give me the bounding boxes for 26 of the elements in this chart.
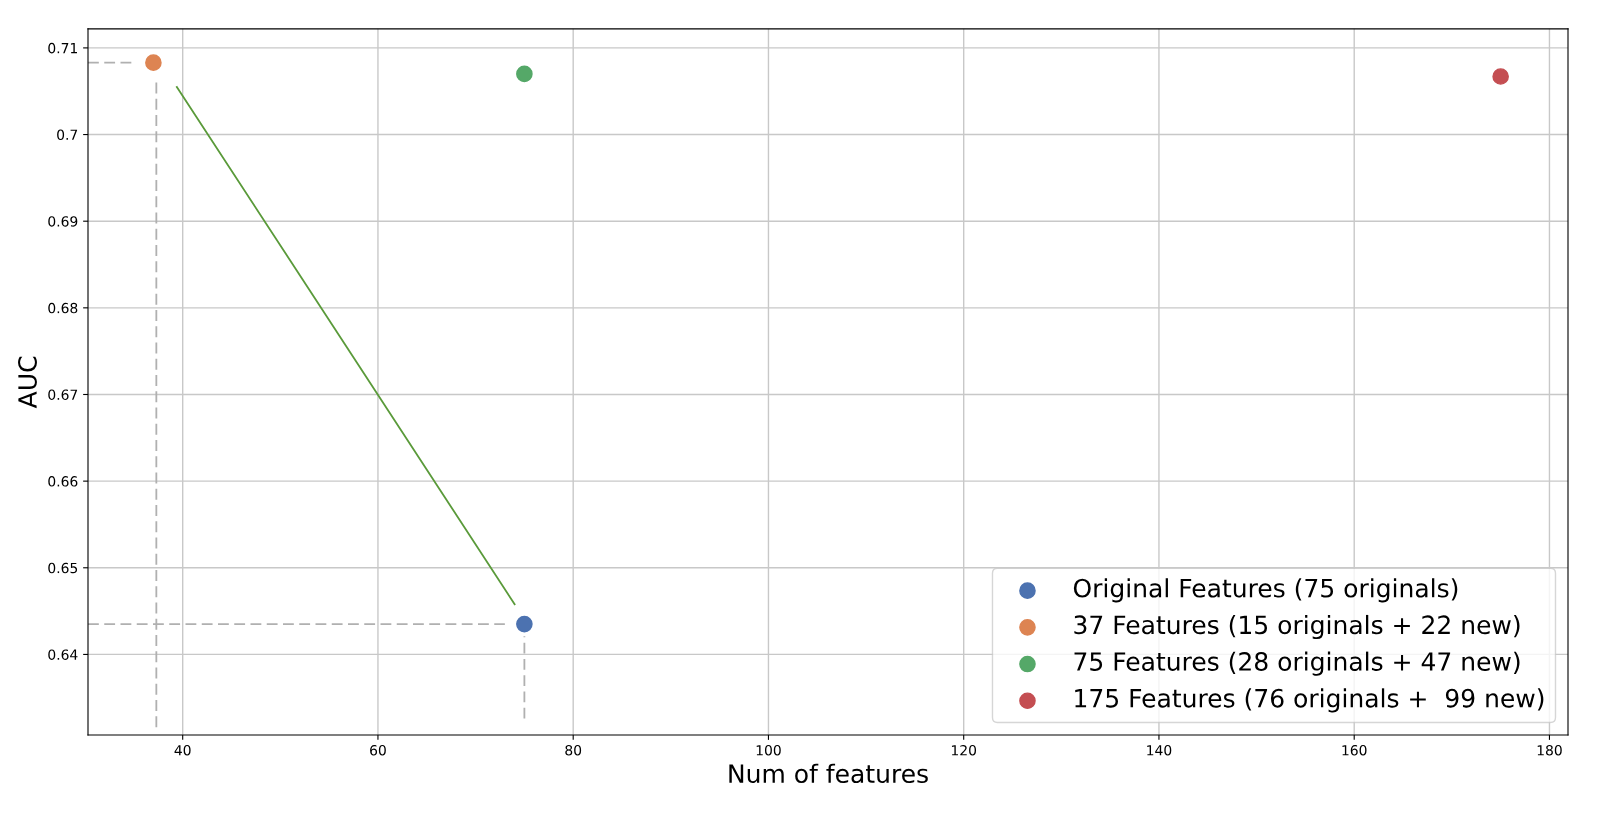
x-tick-label: 160 xyxy=(1342,744,1367,756)
x-tick-label: 40 xyxy=(174,744,191,756)
x-tick-label: 100 xyxy=(756,744,781,756)
point xyxy=(1492,68,1509,85)
legend-label: 75 Features (28 originals + 47 new) xyxy=(1074,651,1520,676)
y-tick-label: 0.64 xyxy=(48,649,78,660)
y-tick-label: 0.7 xyxy=(57,129,78,141)
x-tick-label: 180 xyxy=(1537,744,1562,756)
x-tick-label: 60 xyxy=(370,744,386,756)
x-tick-label: 120 xyxy=(951,744,977,756)
x-tick-label: 80 xyxy=(565,744,582,756)
y-tick-label: 0.71 xyxy=(48,42,77,54)
y-tick-label: 0.66 xyxy=(48,476,78,487)
y-tick-label: 0.68 xyxy=(48,302,78,314)
legend-label: 37 Features (15 originals + 22 new) xyxy=(1074,614,1520,640)
y-tick-label: 0.67 xyxy=(48,389,78,400)
x-tick-label: 140 xyxy=(1147,744,1172,756)
x-axis-title: Num of features xyxy=(729,763,928,784)
legend-label: 175 Features (76 originals + 99 new) xyxy=(1075,688,1544,713)
y-tick-label: 0.65 xyxy=(48,562,78,574)
point xyxy=(516,65,533,83)
point xyxy=(145,54,162,71)
point xyxy=(516,615,533,633)
y-tick-label: 0.69 xyxy=(48,216,78,227)
y-axis-title: AUC xyxy=(18,356,37,409)
legend-label: Original Features (75 originals) xyxy=(1073,578,1458,603)
